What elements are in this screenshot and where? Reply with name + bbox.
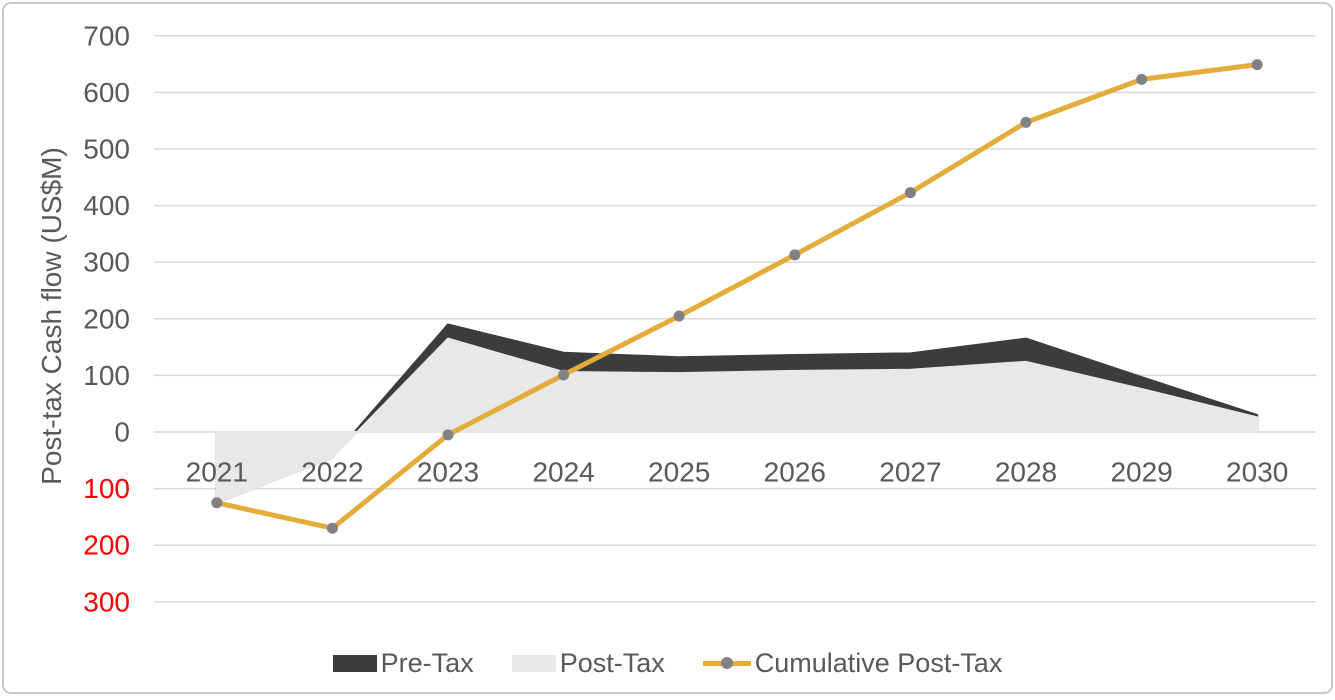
y-tick-label: 300 [83,247,130,278]
legend-label-cumulative-post-tax: Cumulative Post-Tax [755,648,1003,679]
y-tick-label: 0 [114,417,130,448]
y-tick-label: 500 [83,134,130,165]
x-tick-label: 2028 [995,457,1057,488]
x-tick-label: 2023 [417,457,479,488]
legend-item-cumulative-post-tax: Cumulative Post-Tax [703,648,1003,679]
legend-item-post-tax: Post-Tax [512,648,665,679]
legend-item-pre-tax: Pre-Tax [333,648,474,679]
y-tick-label: 100 [83,360,130,391]
legend-label-post-tax: Post-Tax [560,648,665,679]
y-tick-label: 300 [83,586,130,617]
marker-dot-icon [721,657,733,669]
cumulative-post-tax-line [217,65,1257,529]
data-point-marker [1021,117,1032,128]
y-tick-label: 200 [83,530,130,561]
x-tick-label: 2022 [301,457,363,488]
data-point-marker [905,187,916,198]
data-point-marker [558,369,569,380]
x-tick-label: 2030 [1226,457,1288,488]
y-tick-label: 100 [83,473,130,504]
y-tick-label: 400 [83,190,130,221]
data-point-marker [789,249,800,260]
x-tick-label: 2026 [764,457,826,488]
y-axis-title: Post-tax Cash flow (US$M) [36,147,68,485]
y-tick-label: 600 [83,77,130,108]
pre-tax-swatch-icon [333,655,377,672]
data-point-marker [443,429,454,440]
x-tick-label: 2024 [532,457,594,488]
data-point-marker [211,497,222,508]
x-tick-label: 2021 [186,457,248,488]
cash-flow-chart: 700 600 500 400 300 200 100 0 100 200 300 2021 2022 2… [4,4,1335,700]
data-point-marker [674,310,685,321]
y-tick-label: 700 [83,20,130,51]
x-tick-label: 2025 [648,457,710,488]
x-tick-label: 2029 [1110,457,1172,488]
cumulative-line-marker-icon [703,661,751,666]
data-point-marker [1136,74,1147,85]
legend: Pre-Tax Post-Tax Cumulative Post-Tax [4,646,1331,680]
legend-label-pre-tax: Pre-Tax [381,648,474,679]
y-tick-label: 200 [83,303,130,334]
x-tick-label: 2027 [879,457,941,488]
data-point-marker [1252,59,1263,70]
data-point-marker [327,523,338,534]
post-tax-swatch-icon [512,655,556,672]
